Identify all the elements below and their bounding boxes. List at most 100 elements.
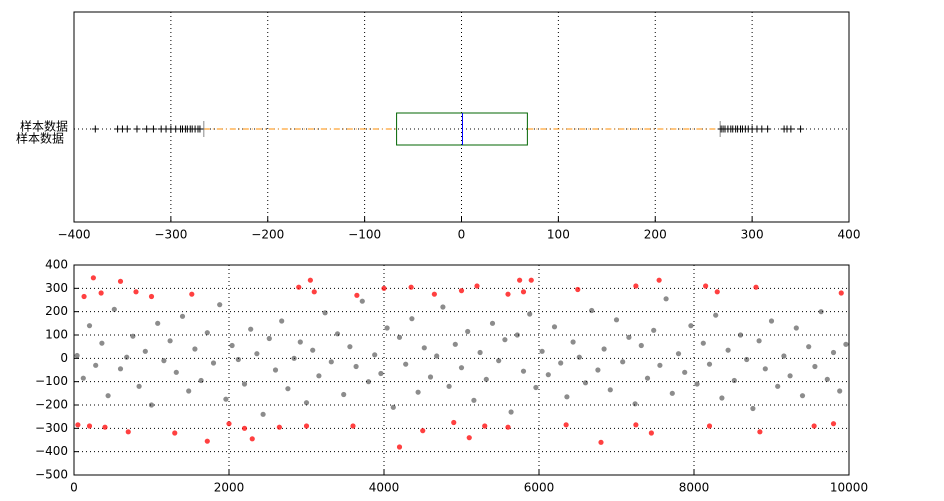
- outlier: [123, 125, 131, 133]
- point: [155, 320, 161, 326]
- point: [421, 345, 427, 351]
- x-tick-label: 400: [838, 228, 861, 242]
- y-tick-label: −100: [35, 374, 68, 388]
- outlier: [196, 125, 204, 133]
- point: [409, 316, 415, 322]
- point: [396, 334, 403, 340]
- point: [706, 423, 713, 429]
- point: [133, 289, 139, 295]
- y-tick-label: 200: [45, 304, 68, 318]
- point: [762, 366, 768, 372]
- point: [477, 349, 483, 356]
- point: [458, 365, 465, 371]
- point: [248, 326, 254, 332]
- point: [125, 429, 131, 435]
- point: [837, 388, 843, 394]
- point: [303, 400, 310, 406]
- point: [744, 356, 750, 363]
- point: [700, 340, 706, 346]
- point: [750, 405, 756, 412]
- point: [502, 337, 508, 343]
- point: [303, 423, 310, 429]
- point: [505, 424, 511, 430]
- point: [703, 283, 709, 289]
- point: [582, 380, 589, 386]
- point: [598, 439, 604, 445]
- point: [241, 381, 248, 387]
- point: [669, 390, 675, 396]
- point: [408, 284, 414, 290]
- point: [632, 401, 638, 407]
- x-tick-label: 8000: [679, 481, 710, 495]
- point: [198, 377, 204, 384]
- point: [328, 359, 334, 365]
- point: [496, 358, 502, 364]
- point: [241, 425, 248, 431]
- point: [514, 332, 520, 338]
- point: [291, 355, 297, 361]
- point: [316, 373, 322, 379]
- point: [533, 384, 539, 391]
- point: [575, 286, 581, 293]
- point: [545, 372, 551, 378]
- point: [396, 444, 403, 450]
- x-tick-label: 6000: [524, 481, 555, 495]
- point: [334, 331, 341, 337]
- point: [570, 339, 576, 345]
- point: [322, 310, 328, 316]
- point: [799, 393, 806, 399]
- outlier: [764, 125, 772, 133]
- point: [136, 383, 142, 389]
- point: [354, 292, 360, 298]
- point: [811, 423, 817, 429]
- outlier: [91, 125, 99, 133]
- point: [633, 422, 639, 428]
- point: [694, 381, 700, 387]
- point: [595, 367, 601, 373]
- point: [210, 360, 217, 366]
- point: [415, 389, 421, 395]
- point: [229, 342, 235, 349]
- point: [508, 409, 514, 415]
- point: [102, 424, 108, 430]
- point: [505, 291, 511, 297]
- point: [838, 290, 844, 296]
- point: [279, 318, 285, 324]
- point: [167, 338, 173, 344]
- point: [452, 341, 458, 347]
- outlier: [787, 125, 795, 133]
- point: [204, 438, 210, 444]
- outlier: [797, 125, 805, 133]
- point: [111, 306, 117, 312]
- point: [372, 352, 378, 358]
- point: [633, 283, 639, 289]
- point: [365, 379, 372, 385]
- point: [226, 421, 232, 427]
- point: [260, 411, 266, 417]
- point: [563, 422, 569, 428]
- point: [341, 391, 347, 398]
- point: [223, 396, 229, 402]
- point: [307, 277, 313, 283]
- point: [528, 277, 534, 283]
- point: [656, 277, 662, 283]
- point: [466, 435, 472, 441]
- point: [98, 290, 104, 296]
- point: [607, 387, 613, 393]
- point: [359, 298, 365, 304]
- y-tick-label: −500: [35, 468, 68, 482]
- x-tick-label: 200: [644, 228, 667, 242]
- point: [74, 352, 80, 359]
- point: [311, 289, 317, 295]
- point: [297, 339, 303, 345]
- point: [173, 369, 179, 375]
- point: [266, 335, 272, 342]
- x-tick-label: 0: [458, 228, 466, 242]
- point: [249, 436, 255, 442]
- y-tick-label: 样本数据: [20, 119, 68, 134]
- point: [172, 430, 178, 436]
- point: [644, 375, 651, 381]
- point: [99, 340, 105, 346]
- point: [714, 289, 720, 295]
